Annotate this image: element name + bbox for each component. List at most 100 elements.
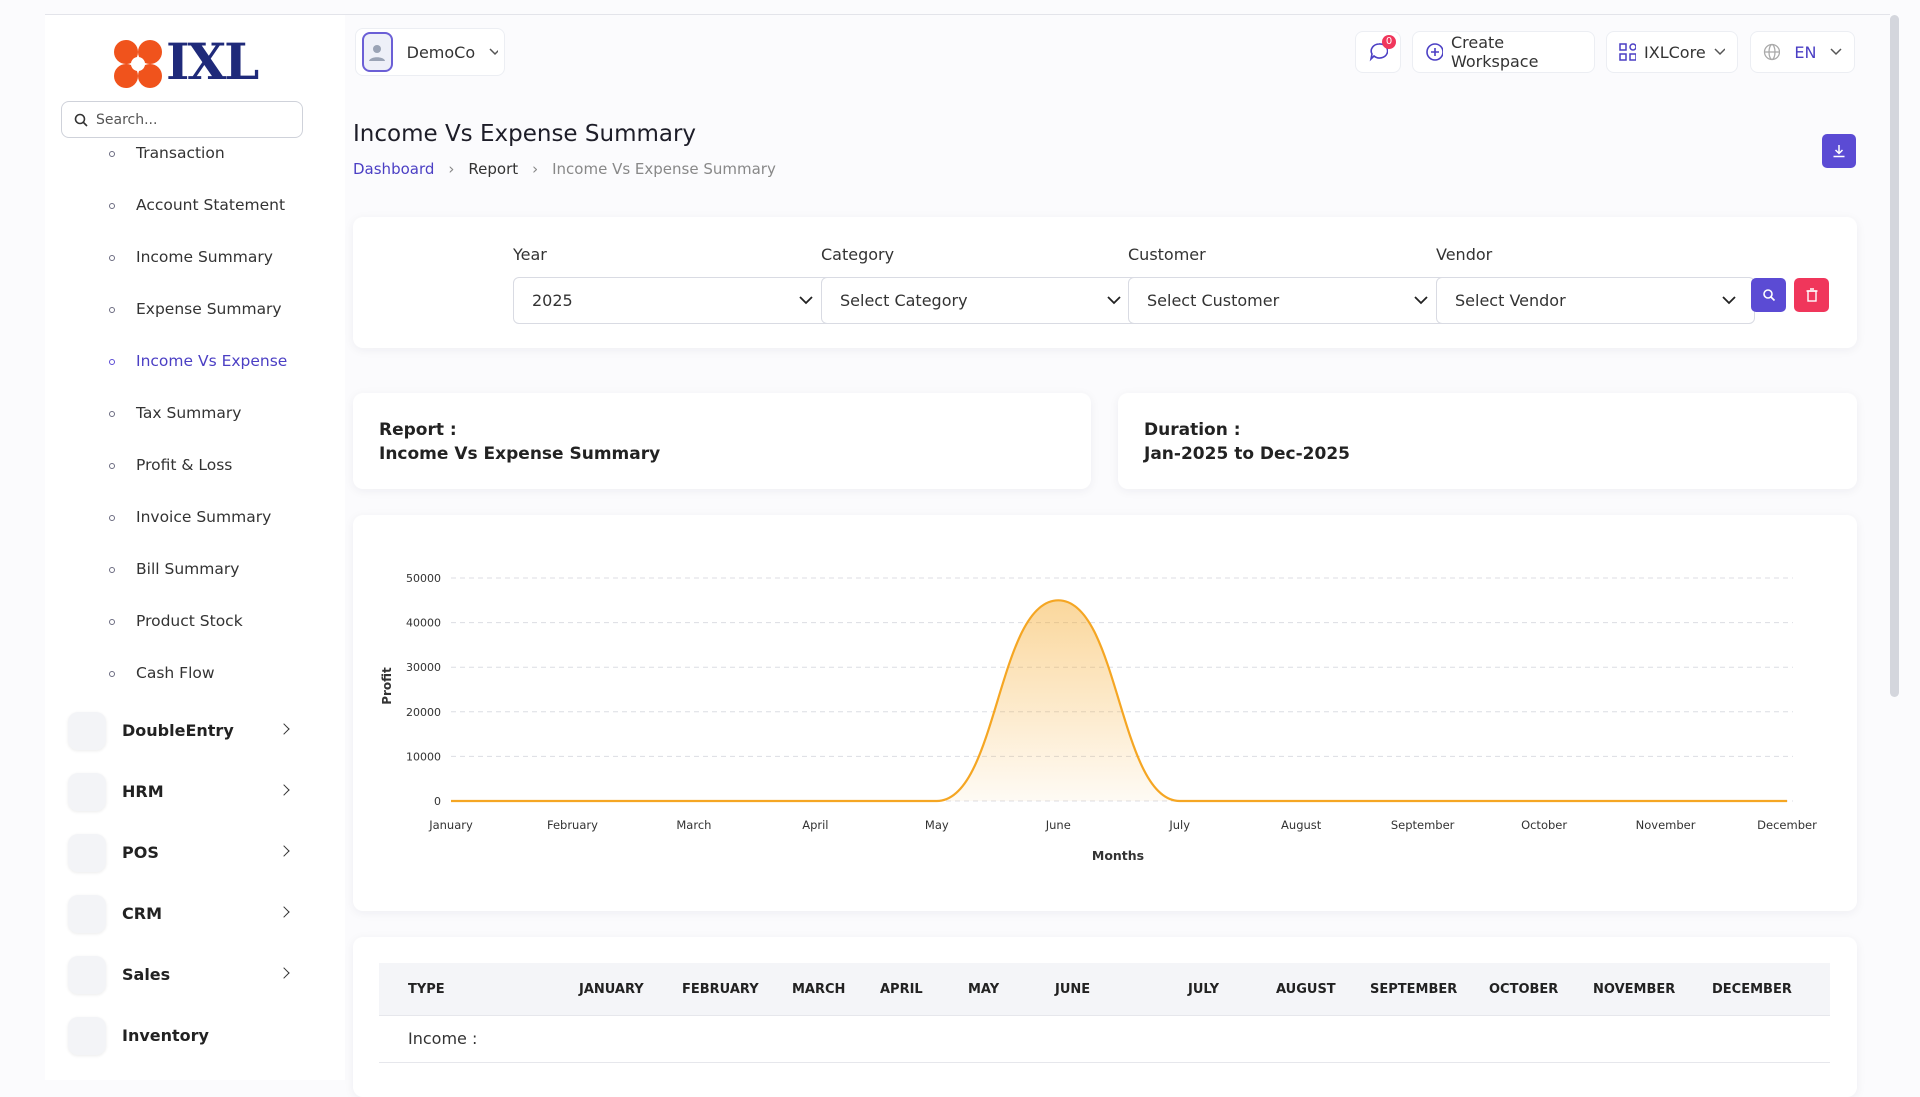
x-tick-label: May	[925, 818, 949, 832]
x-tick-label: June	[1045, 818, 1071, 832]
dropdown-arrow	[1414, 296, 1428, 305]
table-header-cell: FEBRUARY	[682, 982, 759, 997]
app-select[interactable]: IXLCore	[1606, 31, 1738, 73]
table-header-cell: MAY	[968, 982, 1000, 997]
table-card: TYPE JANUARY FEBRUARY MARCH APRIL MAY JUNE JULY…	[353, 937, 1857, 1097]
submenu-item[interactable]: Expense Summary	[136, 300, 282, 318]
submenu-bullet	[109, 463, 115, 469]
x-tick-label: April	[802, 818, 828, 832]
submenu-bullet	[109, 515, 115, 521]
submenu-bullet	[109, 411, 115, 417]
language-select[interactable]: EN	[1750, 31, 1855, 73]
x-tick-label: September	[1391, 818, 1455, 832]
create-workspace-button[interactable]: Create Workspace	[1412, 31, 1595, 73]
table-header-cell: AUGUST	[1276, 982, 1336, 997]
table-header-cell: JUNE	[1055, 982, 1091, 997]
search-box[interactable]: Search...	[61, 101, 303, 138]
search-placeholder: Search...	[96, 111, 158, 128]
download-button[interactable]	[1822, 134, 1856, 168]
submenu-item[interactable]: Bill Summary	[136, 560, 240, 578]
submenu-bullet	[109, 359, 115, 365]
filter-card: Year 2025 Category Select Category Customer S…	[353, 217, 1857, 348]
y-axis-label: Profit	[380, 667, 394, 705]
module-icon	[68, 773, 106, 811]
x-tick-label: January	[428, 818, 473, 832]
module-item[interactable]: Inventory	[122, 1026, 209, 1045]
submenu-item[interactable]: Transaction	[136, 144, 225, 162]
submenu-bullet	[109, 671, 115, 677]
reset-button[interactable]	[1794, 278, 1829, 312]
notification-badge: 0	[1382, 35, 1396, 49]
table-header-cell: JULY	[1188, 982, 1220, 997]
filter-value: 2025	[532, 291, 573, 310]
submenu-bullet	[109, 567, 115, 573]
submenu-item[interactable]: Cash Flow	[136, 664, 215, 682]
workspace-select[interactable]: DemoCo	[355, 28, 505, 76]
table-header-cell: DECEMBER	[1712, 982, 1792, 997]
breadcrumb-link[interactable]: Report	[468, 160, 519, 178]
y-tick-label: 10000	[406, 750, 441, 763]
y-tick-label: 30000	[406, 661, 441, 674]
module-item[interactable]: POS	[122, 843, 159, 862]
filter-label: Vendor	[1436, 245, 1493, 264]
module-icon	[68, 956, 106, 994]
x-tick-label: March	[676, 818, 711, 832]
module-item[interactable]: Sales	[122, 965, 171, 984]
create-workspace-label: Create Workspace	[1450, 33, 1539, 71]
dropdown-arrow	[1722, 296, 1736, 305]
filter-select[interactable]: Select Vendor	[1436, 277, 1755, 324]
module-icon	[68, 1017, 106, 1055]
search-button[interactable]	[1751, 278, 1786, 312]
x-tick-label: February	[547, 818, 598, 832]
chart-card: Profit Months 0 10000 20000 30000 40000 50000…	[353, 515, 1857, 911]
submenu-bullet	[109, 151, 115, 157]
x-tick-label: November	[1636, 818, 1696, 832]
submenu-bullet	[109, 619, 115, 625]
avatar	[362, 32, 393, 72]
table-header-cell: JANUARY	[579, 982, 644, 997]
module-item[interactable]: DoubleEntry	[122, 721, 234, 740]
report-value: Income Vs Expense Summary	[379, 444, 661, 464]
filter-select[interactable]: Select Customer	[1128, 277, 1447, 324]
filter-select[interactable]: 2025	[513, 277, 832, 324]
table-header	[379, 963, 1830, 1016]
module-item[interactable]: HRM	[122, 782, 164, 801]
submenu-bullet	[109, 203, 115, 209]
filter-value: Select Customer	[1147, 291, 1280, 310]
x-tick-label: December	[1757, 818, 1817, 832]
breadcrumb-link[interactable]: Dashboard	[353, 160, 435, 178]
submenu-item[interactable]: Account Statement	[136, 196, 286, 214]
chat-button[interactable]: 0	[1355, 31, 1401, 73]
x-tick-label: August	[1281, 818, 1322, 832]
submenu-item[interactable]: Invoice Summary	[136, 508, 272, 526]
duration-card: Duration : Jan-2025 to Dec-2025	[1118, 393, 1857, 489]
chart: Profit Months 0 10000 20000 30000 40000 50000…	[380, 572, 1817, 863]
y-tick-label: 40000	[406, 617, 441, 630]
filter-select[interactable]: Select Category	[821, 277, 1140, 324]
area	[451, 600, 1787, 801]
search-icon	[74, 113, 88, 127]
page-title: Income Vs Expense Summary	[353, 121, 697, 147]
submenu-item[interactable]: Tax Summary	[136, 404, 242, 422]
duration-label: Duration :	[1144, 420, 1241, 440]
logo-icon	[114, 40, 162, 88]
submenu-bullet	[109, 255, 115, 261]
submenu-item[interactable]: Income Vs Expense	[136, 352, 288, 370]
scrollbar[interactable]	[1890, 15, 1899, 697]
submenu-item[interactable]: Profit & Loss	[136, 456, 233, 474]
table-header-cell: SEPTEMBER	[1370, 982, 1458, 997]
app-name: IXLCore	[1644, 42, 1706, 62]
report-card: Report : Income Vs Expense Summary	[353, 393, 1091, 489]
top-border	[45, 14, 1890, 15]
dropdown-arrow	[799, 296, 813, 305]
submenu-item[interactable]: Product Stock	[136, 612, 243, 630]
module-item[interactable]: CRM	[122, 904, 162, 923]
report-label: Report :	[379, 420, 457, 440]
x-axis-label: Months	[1092, 848, 1144, 863]
brand: IXL	[166, 32, 259, 91]
submenu-item[interactable]: Income Summary	[136, 248, 273, 266]
x-tick-label: July	[1168, 818, 1190, 832]
module-icon	[68, 895, 106, 933]
duration-value: Jan-2025 to Dec-2025	[1144, 444, 1351, 464]
